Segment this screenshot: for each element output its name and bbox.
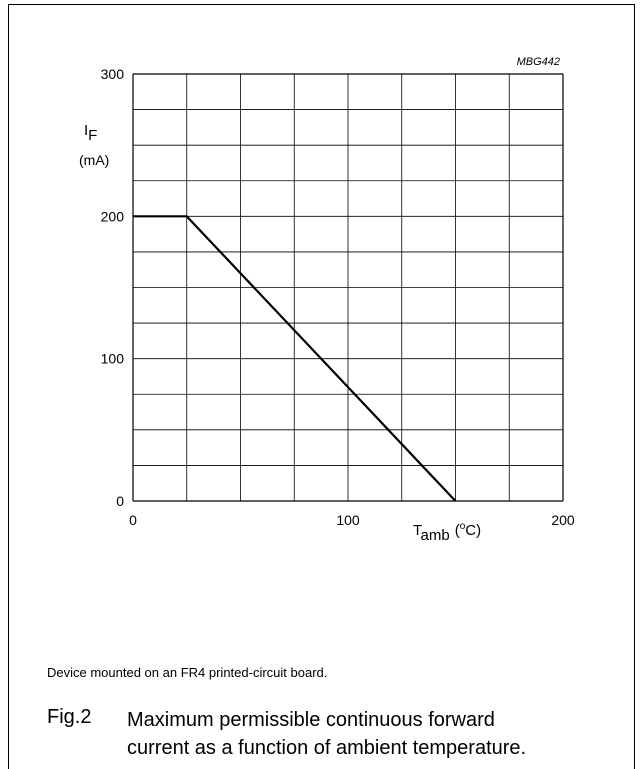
- chart-series: [133, 215, 457, 502]
- chart-code: MBG442: [517, 56, 560, 68]
- x-axis-unit-open: (: [455, 522, 460, 539]
- y-axis-label: IF: [84, 122, 97, 144]
- x-tick-label: 200: [551, 512, 575, 528]
- x-axis-subscript: amb: [421, 527, 450, 544]
- figure-caption: Maximum permissible continuous forward c…: [127, 706, 627, 762]
- x-tick-label: 0: [129, 512, 137, 528]
- y-tick-label: 300: [101, 66, 125, 82]
- x-axis-unit-sup: o: [460, 521, 466, 532]
- y-tick-labels: 0 100 200 300: [101, 66, 125, 509]
- x-tick-labels: 0 100 200: [129, 512, 575, 528]
- y-tick-label: 100: [101, 351, 125, 367]
- x-axis-symbol: T: [413, 522, 422, 539]
- figure-note: Device mounted on an FR4 printed-circuit…: [47, 665, 328, 680]
- y-axis-unit: (mA): [79, 152, 109, 168]
- figure-frame: [8, 4, 635, 769]
- figure-caption-line1: Maximum permissible continuous forward: [127, 709, 495, 731]
- y-axis-symbol: I: [84, 122, 88, 139]
- y-tick-label: 0: [116, 493, 124, 509]
- x-axis-label: Tamb (oC): [413, 521, 481, 544]
- x-axis-unit-rest: C): [465, 522, 481, 539]
- figure-caption-line2: current as a function of ambient tempera…: [127, 737, 527, 759]
- figure-label: Fig.2: [47, 706, 92, 728]
- y-axis-subscript: F: [88, 127, 97, 144]
- chart-grid: [132, 73, 564, 502]
- y-tick-label: 200: [101, 208, 125, 224]
- x-tick-label: 100: [336, 512, 360, 528]
- series-line: [133, 215, 457, 502]
